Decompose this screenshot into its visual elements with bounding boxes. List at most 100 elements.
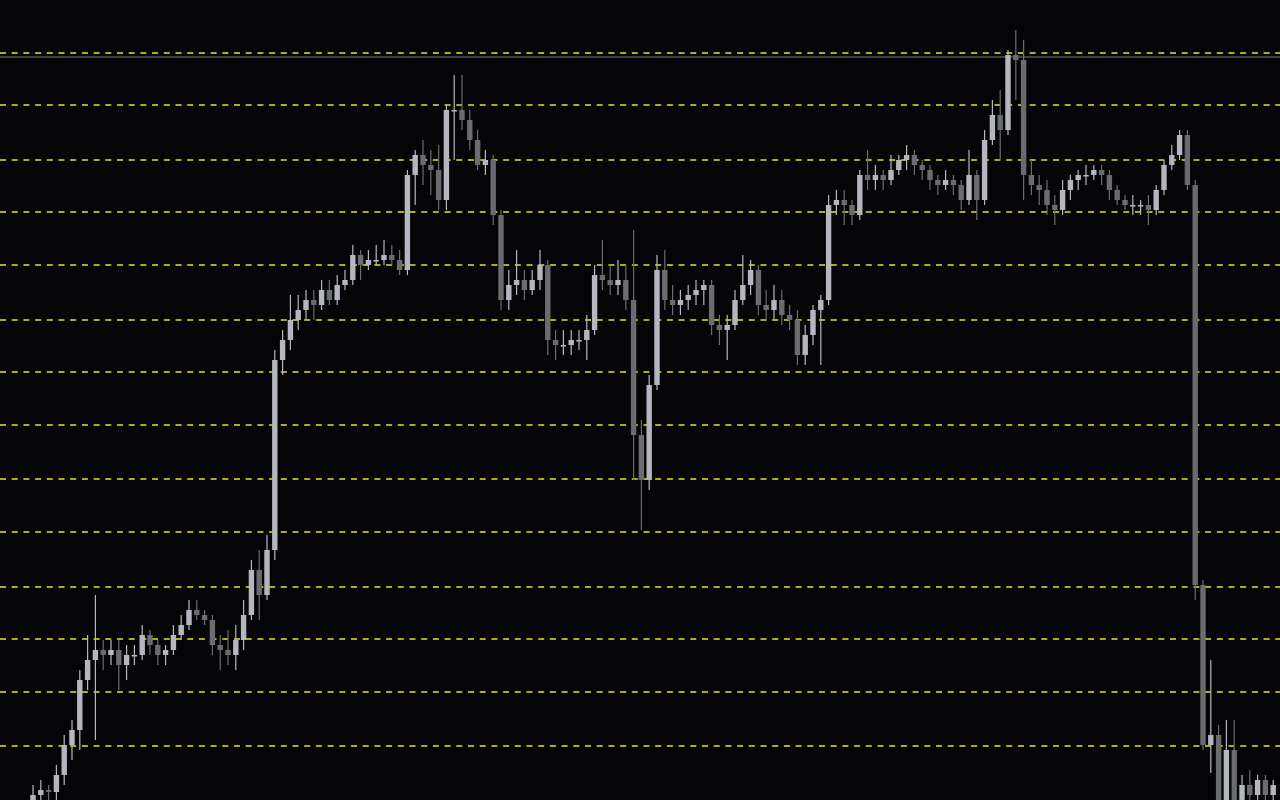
candle-body: [178, 625, 184, 635]
candle-body: [45, 790, 52, 792]
candle: [38, 780, 44, 800]
candle-body: [677, 300, 684, 305]
candle: [420, 140, 426, 185]
candle-body: [623, 280, 629, 300]
candle-body: [225, 650, 231, 655]
candle-body: [139, 635, 145, 655]
candle: [935, 175, 941, 195]
candle-body: [412, 155, 418, 175]
candle: [482, 150, 489, 175]
candle-body: [1130, 205, 1136, 207]
candle: [591, 265, 598, 335]
candle: [786, 305, 793, 330]
candle-body: [1122, 200, 1128, 205]
candle-body: [864, 175, 871, 180]
candle: [209, 615, 216, 655]
candle-body: [69, 730, 75, 745]
candle-body: [857, 175, 863, 215]
candle-body: [950, 180, 957, 185]
candle-body: [919, 165, 925, 170]
candle: [396, 250, 403, 275]
candle: [389, 245, 395, 265]
candle: [381, 240, 387, 265]
candle-body: [1044, 190, 1050, 205]
candle-body: [420, 155, 426, 165]
candle: [693, 280, 699, 305]
candle-body: [396, 260, 403, 270]
candle: [662, 250, 668, 310]
candle: [1020, 40, 1027, 200]
candle-body: [685, 295, 691, 300]
candle: [568, 330, 574, 355]
candle-body: [373, 260, 379, 262]
candle: [1208, 660, 1214, 773]
candle: [1176, 130, 1183, 160]
candle-body: [498, 215, 504, 300]
candle: [1028, 160, 1035, 195]
candle-body: [880, 175, 886, 180]
candle: [272, 350, 278, 560]
candle-body: [1114, 190, 1120, 200]
candle: [615, 260, 621, 295]
candle: [685, 285, 691, 310]
candle: [810, 305, 816, 345]
candle-body: [1176, 135, 1183, 155]
candle-body: [872, 175, 879, 180]
candle: [240, 600, 247, 650]
candle: [716, 315, 723, 345]
candle: [747, 260, 754, 295]
candle: [1215, 725, 1222, 800]
candle: [927, 165, 933, 190]
candle: [1137, 200, 1144, 215]
candle: [989, 100, 996, 145]
candle: [513, 250, 520, 295]
candle: [318, 280, 325, 310]
candle-body: [357, 255, 364, 265]
candle-body: [318, 290, 325, 305]
candle: [256, 550, 262, 620]
candle: [233, 625, 239, 670]
candle-body: [272, 360, 278, 550]
candle-body: [279, 340, 286, 360]
candle-body: [646, 385, 652, 480]
candle-body: [311, 300, 317, 305]
candle-body: [92, 650, 99, 660]
candle-body: [833, 200, 840, 205]
candle: [123, 645, 130, 680]
candle: [84, 635, 91, 690]
candle-body: [342, 280, 348, 285]
candle: [30, 785, 36, 800]
candle-body: [61, 745, 67, 775]
candle-body: [763, 305, 769, 310]
candle: [942, 170, 949, 190]
candle-body: [896, 160, 902, 170]
candle-body: [381, 255, 387, 260]
candle-body: [123, 655, 130, 665]
candle: [350, 245, 356, 285]
candle-body: [1137, 205, 1144, 207]
candle-body: [903, 155, 910, 160]
candle: [1184, 130, 1191, 190]
candle: [147, 630, 153, 655]
candle-body: [1247, 785, 1253, 795]
candle: [498, 210, 504, 310]
candle: [194, 600, 200, 620]
candle: [459, 75, 465, 130]
candle: [1200, 580, 1206, 750]
candle: [303, 290, 309, 320]
candle: [279, 330, 286, 375]
candle-body: [194, 610, 200, 615]
candle: [1067, 175, 1074, 200]
candle-body: [474, 140, 481, 165]
candle: [537, 250, 543, 290]
candle: [162, 645, 169, 665]
candle: [77, 670, 83, 750]
candle-body: [638, 435, 645, 480]
candle-body: [576, 340, 582, 342]
candle-body: [53, 775, 60, 792]
candle-body: [459, 110, 465, 120]
candle-body: [1075, 175, 1081, 180]
candle: [1106, 170, 1113, 200]
candle-body: [701, 285, 707, 290]
candle: [1192, 180, 1198, 600]
